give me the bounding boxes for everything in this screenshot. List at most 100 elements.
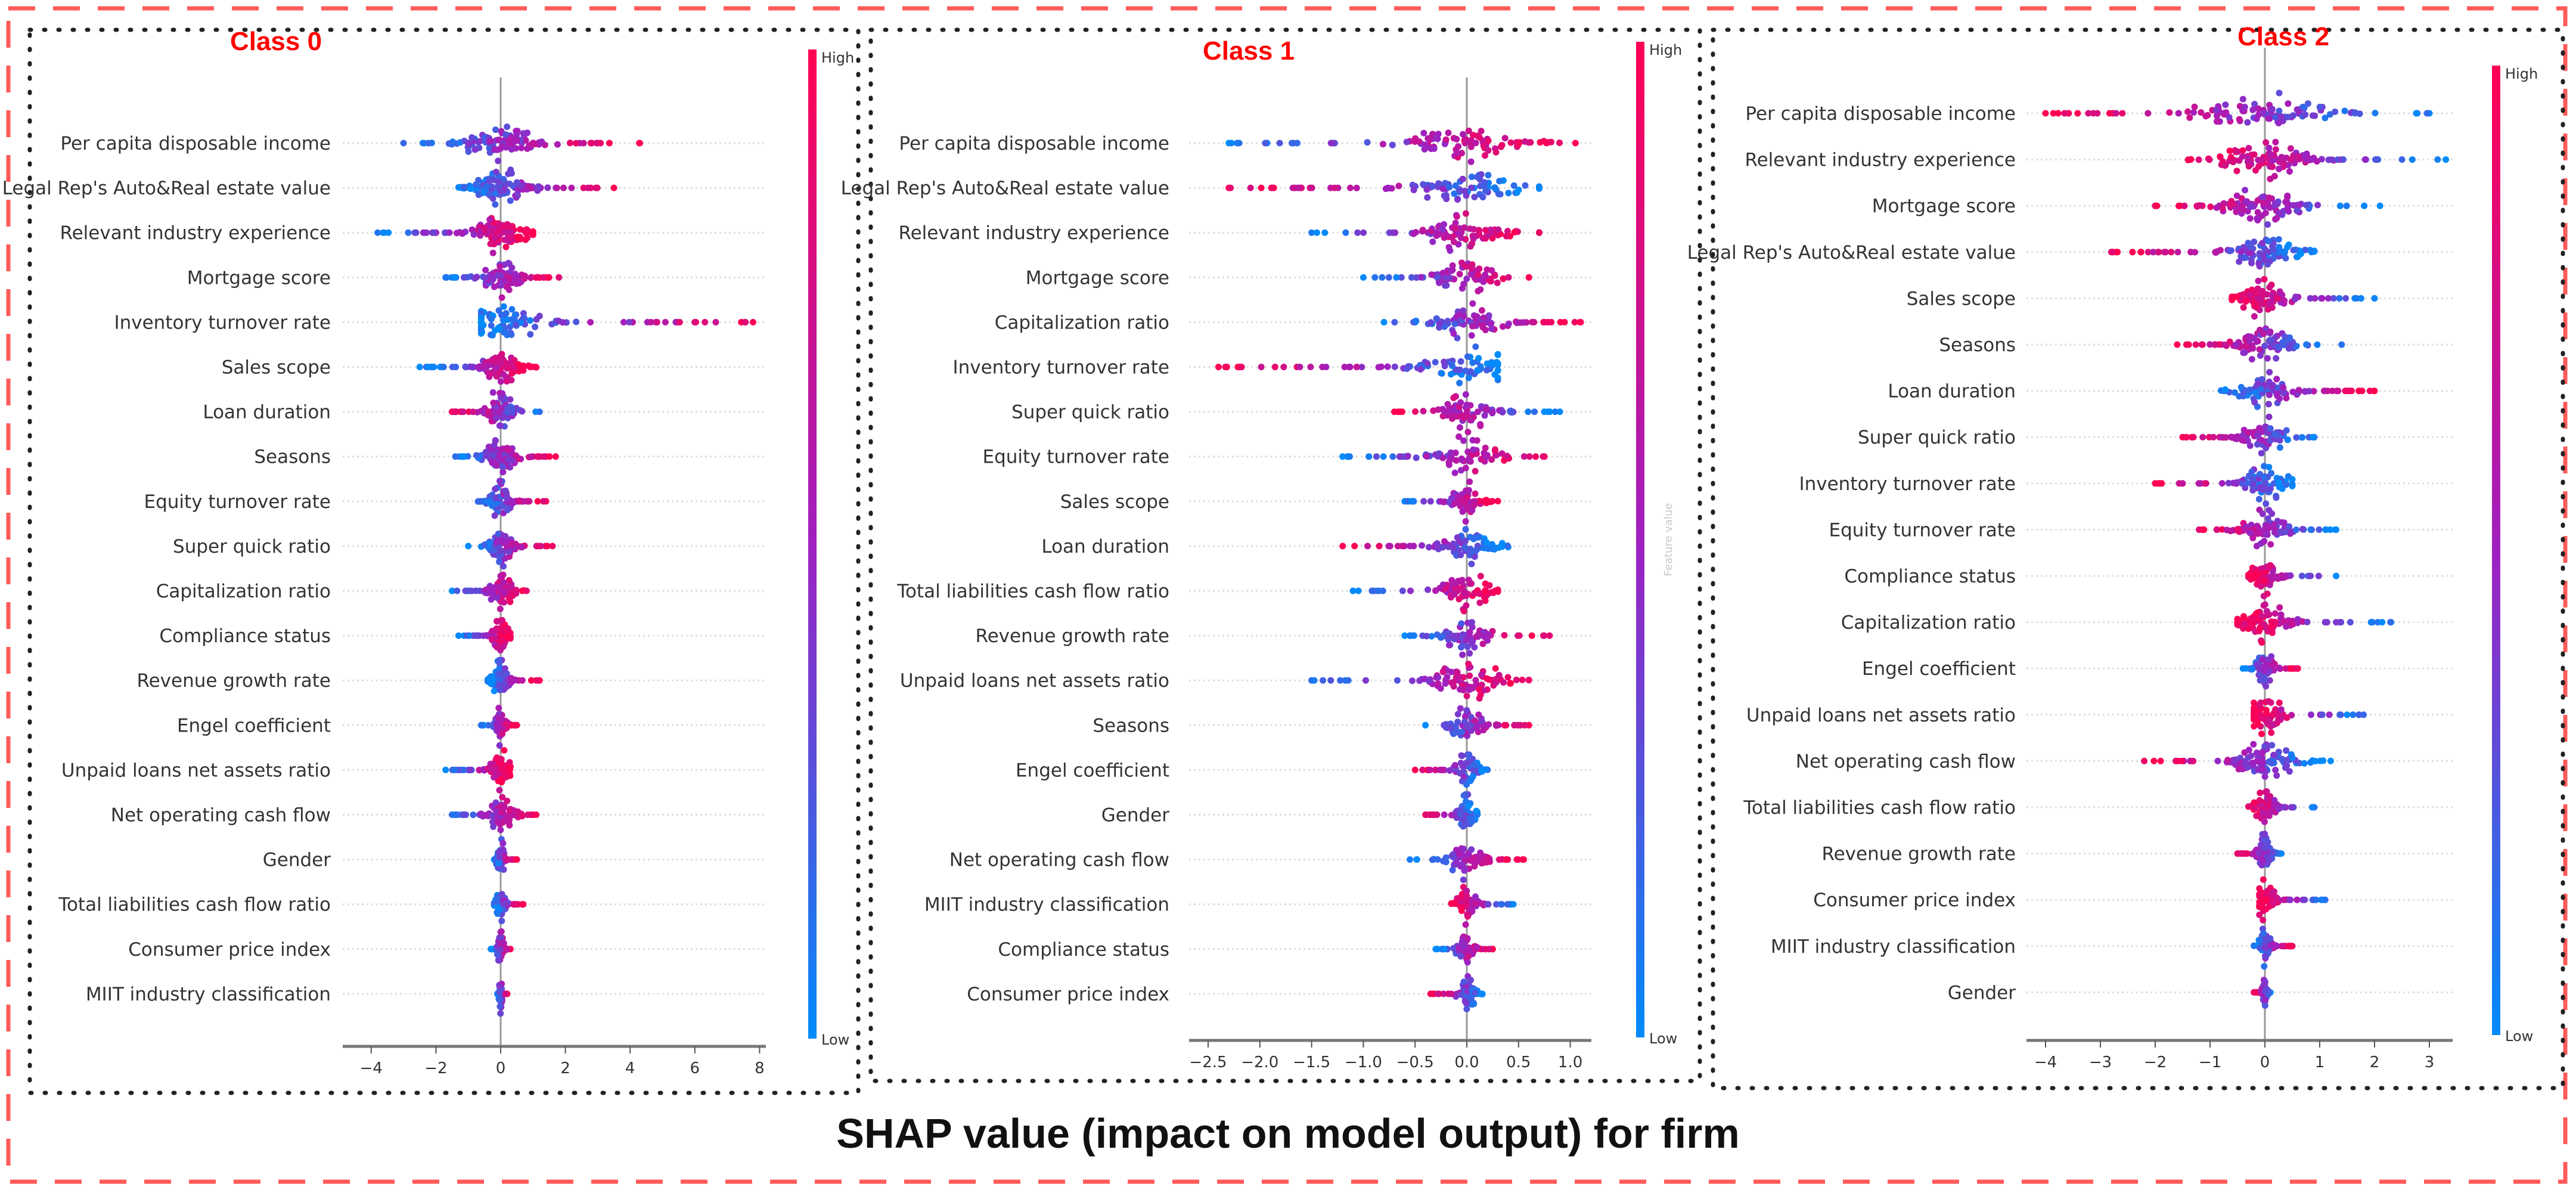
- shap-dot: [2255, 495, 2262, 503]
- shap-dot: [2308, 249, 2315, 256]
- shap-dot: [1510, 182, 1517, 189]
- shap-dot: [535, 183, 542, 190]
- shap-dot: [2315, 572, 2322, 580]
- shap-dot: [1307, 364, 1314, 370]
- shap-dot: [506, 759, 513, 766]
- shap-dot: [2242, 187, 2249, 194]
- shap-dot: [741, 318, 749, 326]
- feature-label: Mortgage score: [1026, 267, 1169, 289]
- shap-dot: [2274, 805, 2282, 812]
- shap-dot: [2174, 341, 2181, 348]
- shap-dot: [482, 274, 489, 281]
- shap-dot: [1543, 140, 1550, 147]
- shap-dot: [513, 452, 519, 459]
- shap-dot: [489, 176, 496, 183]
- shap-dot: [501, 747, 508, 754]
- shap-dot: [1452, 724, 1459, 732]
- shap-dot: [1487, 589, 1494, 596]
- shap-dot: [2261, 525, 2268, 532]
- shap-dot: [1500, 275, 1507, 282]
- shap-dot: [1489, 410, 1496, 417]
- shap-dot: [2302, 202, 2310, 209]
- shap-dot: [1434, 990, 1441, 997]
- shap-dot: [1483, 367, 1490, 374]
- shap-dot: [1427, 319, 1435, 326]
- shap-dot: [750, 318, 756, 326]
- shap-dot: [508, 264, 516, 271]
- shap-dot: [2295, 153, 2302, 160]
- shap-dot: [1501, 632, 1508, 639]
- shap-dot: [2242, 665, 2249, 672]
- shap-dot: [712, 318, 719, 326]
- shap-dot: [1454, 668, 1461, 676]
- shap-dot: [1460, 437, 1467, 444]
- shap-dot: [1459, 651, 1466, 658]
- shap-dot: [1393, 677, 1401, 684]
- shap-dot: [502, 236, 510, 243]
- shap-dot: [1486, 498, 1493, 505]
- shap-dot: [2235, 766, 2242, 773]
- shap-dot: [1467, 977, 1475, 984]
- shap-dot: [1420, 408, 1427, 415]
- shap-dot: [2333, 619, 2340, 626]
- shap-dot: [1386, 185, 1393, 192]
- shap-dot: [1428, 271, 1435, 278]
- shap-dot: [1456, 424, 1463, 431]
- shap-dot: [527, 317, 533, 324]
- shap-dot: [1450, 330, 1457, 337]
- shap-dot: [1494, 351, 1501, 358]
- shap-dot: [1433, 315, 1440, 322]
- shap-dot: [2305, 388, 2313, 395]
- shap-dot: [1449, 866, 1456, 873]
- shap-dot: [520, 367, 527, 374]
- shap-dot: [2341, 107, 2348, 114]
- shap-dot: [492, 126, 499, 134]
- shap-dot: [2267, 541, 2274, 548]
- shap-dot: [1411, 766, 1419, 773]
- shap-dot: [2175, 202, 2183, 209]
- shap-dot: [502, 900, 508, 907]
- shap-dot: [498, 847, 505, 854]
- shap-dot: [501, 665, 508, 672]
- shap-dot: [2264, 355, 2271, 362]
- shap-dot: [2239, 291, 2246, 298]
- shap-dot: [2277, 573, 2285, 580]
- shap-dot: [2239, 95, 2246, 103]
- shap-dot: [1466, 672, 1473, 679]
- shap-dot: [1460, 608, 1467, 615]
- colorbar-low-label: Low: [821, 1031, 849, 1048]
- shap-dot: [489, 636, 496, 643]
- shap-dot: [1360, 229, 1367, 236]
- shap-dot: [2258, 759, 2265, 766]
- feature-label: Inventory turnover rate: [952, 357, 1169, 379]
- shap-dot: [473, 452, 480, 459]
- shap-dot: [2271, 521, 2278, 528]
- shap-dot: [1399, 587, 1406, 594]
- panel-title: Class 1: [1203, 36, 1295, 66]
- shap-dot: [1470, 132, 1476, 138]
- shap-dot: [1462, 367, 1469, 374]
- shap-dot: [1472, 989, 1478, 996]
- shap-dot: [2254, 209, 2261, 216]
- x-tick-label: −1.5: [1293, 1054, 1330, 1071]
- shap-dot: [1492, 665, 1499, 672]
- shap-dot: [1472, 315, 1479, 323]
- x-tick-label: 8: [755, 1059, 765, 1077]
- shap-dot: [452, 811, 460, 818]
- shap-dot: [1363, 677, 1369, 684]
- shap-dot: [2275, 120, 2282, 126]
- shap-dot: [2109, 249, 2116, 256]
- shap-dot: [2350, 711, 2357, 718]
- shap-dot: [495, 723, 502, 730]
- shap-dot: [2262, 683, 2270, 690]
- shap-dot: [504, 456, 511, 463]
- shap-dot: [1413, 274, 1420, 281]
- shap-dot: [1358, 364, 1365, 371]
- shap-dot: [1483, 405, 1490, 413]
- shap-dot: [1467, 777, 1474, 785]
- shap-dot: [1473, 724, 1480, 732]
- shap-dot: [2236, 258, 2243, 265]
- shap-dot: [1483, 266, 1491, 273]
- shap-dot: [1561, 318, 1568, 326]
- shap-dot: [647, 318, 654, 326]
